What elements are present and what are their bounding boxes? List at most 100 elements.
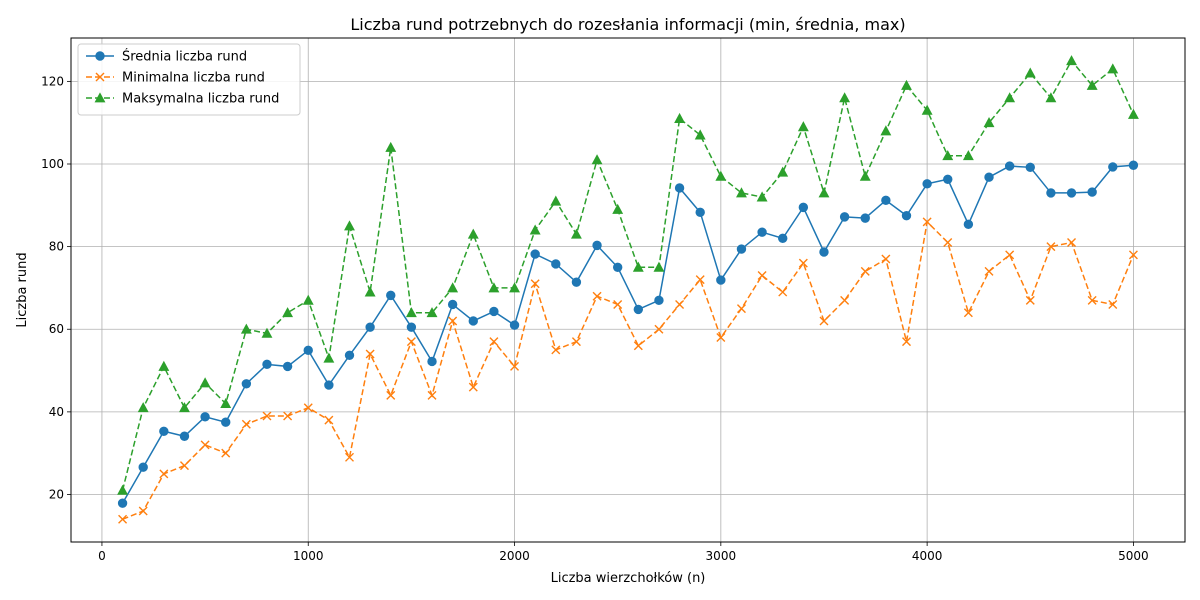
data-point bbox=[1087, 295, 1097, 305]
data-point bbox=[983, 117, 995, 128]
data-point bbox=[262, 411, 272, 421]
data-point bbox=[406, 337, 416, 347]
data-point bbox=[551, 345, 561, 355]
chart-title: Liczba rund potrzebnych do rozesłania in… bbox=[350, 15, 905, 34]
data-point bbox=[860, 213, 870, 223]
data-point bbox=[364, 286, 376, 297]
data-point bbox=[324, 380, 334, 390]
series-layer bbox=[117, 55, 1139, 524]
data-point bbox=[736, 244, 747, 254]
plot-frame bbox=[70, 37, 1186, 543]
data-point bbox=[757, 227, 767, 237]
x-tick-label: 2000 bbox=[499, 549, 530, 563]
data-point bbox=[324, 415, 334, 425]
data-point bbox=[448, 316, 458, 326]
data-point bbox=[819, 316, 829, 326]
data-point bbox=[467, 228, 479, 239]
data-point bbox=[241, 379, 252, 389]
data-point bbox=[159, 426, 169, 436]
data-point bbox=[654, 324, 664, 334]
data-point bbox=[509, 320, 520, 330]
data-point bbox=[468, 316, 478, 326]
data-point bbox=[943, 237, 953, 247]
data-point bbox=[695, 275, 705, 285]
data-point bbox=[757, 271, 767, 281]
data-point bbox=[778, 287, 788, 297]
series-line bbox=[121, 59, 1135, 491]
data-point bbox=[1046, 242, 1056, 252]
legend-label: Minimalna liczba rund bbox=[122, 71, 265, 86]
legend-marker bbox=[95, 51, 105, 61]
data-point bbox=[756, 191, 768, 202]
data-point bbox=[1024, 67, 1036, 78]
data-point bbox=[819, 247, 829, 257]
data-point bbox=[386, 290, 396, 301]
data-point bbox=[138, 462, 148, 472]
data-point bbox=[571, 337, 581, 347]
data-point bbox=[613, 299, 623, 309]
data-point bbox=[509, 282, 520, 293]
data-point bbox=[1066, 188, 1077, 198]
data-point bbox=[736, 304, 746, 314]
data-point bbox=[695, 207, 705, 218]
data-point bbox=[385, 141, 397, 152]
y-tick-label: 80 bbox=[49, 240, 64, 254]
legend-marker bbox=[94, 92, 106, 103]
data-point bbox=[881, 254, 891, 264]
ticks: 0 1000 2000 3000 4000 5000 20 40 60 80 100 120 bbox=[41, 74, 1149, 563]
data-point bbox=[1004, 92, 1016, 103]
data-point bbox=[881, 195, 891, 206]
data-point bbox=[797, 121, 809, 132]
data-point bbox=[943, 174, 953, 184]
data-point bbox=[818, 187, 830, 198]
y-tick-label: 20 bbox=[49, 487, 64, 501]
data-point bbox=[1004, 161, 1015, 171]
series-line bbox=[122, 220, 1135, 520]
series-3 bbox=[117, 55, 1139, 495]
data-point bbox=[1067, 237, 1077, 247]
data-point bbox=[839, 92, 851, 103]
data-point bbox=[179, 431, 190, 441]
x-tick-label: 1000 bbox=[293, 549, 324, 563]
x-axis-label: Liczba wierzchołków (n) bbox=[551, 571, 706, 586]
data-point bbox=[118, 514, 128, 524]
data-point bbox=[550, 195, 562, 206]
data-point bbox=[345, 452, 354, 462]
legend-label: Średnia liczba rund bbox=[122, 49, 247, 65]
data-point bbox=[633, 341, 643, 351]
data-point bbox=[694, 129, 706, 140]
data-point bbox=[715, 170, 727, 181]
data-point bbox=[860, 266, 870, 276]
data-point bbox=[736, 187, 747, 198]
data-point bbox=[675, 299, 685, 309]
data-point bbox=[405, 307, 417, 318]
data-point bbox=[303, 403, 313, 413]
data-point bbox=[344, 220, 355, 231]
data-point bbox=[674, 112, 686, 123]
data-point bbox=[427, 390, 437, 400]
legend-item: Średnia liczba rund bbox=[86, 49, 247, 65]
data-point bbox=[798, 258, 808, 268]
y-tick-label: 100 bbox=[41, 157, 64, 171]
data-point bbox=[798, 202, 809, 213]
data-point bbox=[633, 304, 644, 315]
data-point bbox=[551, 259, 561, 269]
data-point bbox=[632, 261, 644, 272]
data-point bbox=[963, 219, 974, 230]
data-point bbox=[179, 402, 190, 413]
data-point bbox=[921, 104, 933, 115]
data-point bbox=[158, 360, 170, 371]
data-point bbox=[1128, 160, 1139, 170]
data-point bbox=[942, 150, 954, 161]
legend-item: Maksymalna liczba rund bbox=[86, 92, 279, 107]
data-point bbox=[427, 356, 437, 367]
data-point bbox=[283, 411, 293, 421]
data-point bbox=[963, 308, 973, 318]
data-point bbox=[200, 412, 210, 422]
data-point bbox=[365, 349, 375, 359]
data-point bbox=[468, 382, 478, 392]
data-point bbox=[922, 179, 932, 189]
data-point bbox=[302, 294, 314, 305]
data-point bbox=[592, 291, 602, 301]
y-tick-label: 120 bbox=[41, 74, 64, 88]
